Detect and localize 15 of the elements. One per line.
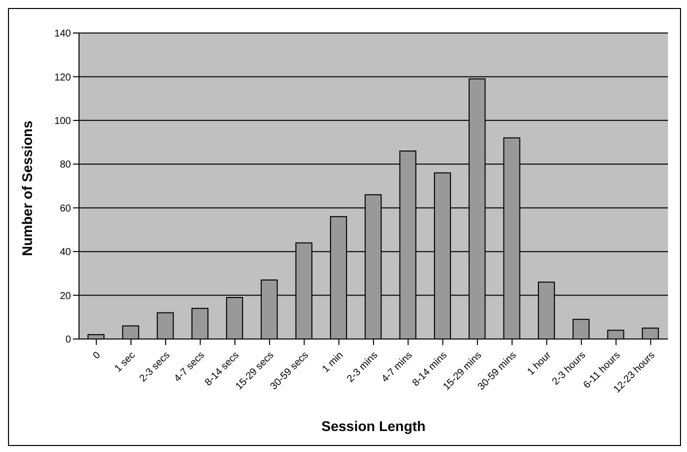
x-tick-label: 1 sec <box>112 350 138 375</box>
y-tick-label: 40 <box>60 247 72 258</box>
y-tick-label: 100 <box>54 116 72 127</box>
x-tick-label: 1 hour <box>526 349 554 378</box>
x-tick-label: 2-3 secs <box>138 350 172 384</box>
x-axis-title: Session Length <box>321 418 426 434</box>
y-tick-label: 80 <box>60 160 72 171</box>
x-tick-label: 1 min <box>320 350 346 375</box>
y-tick-label: 60 <box>60 203 72 214</box>
y-axis-title: Number of Sessions <box>18 120 35 256</box>
y-tick-label: 0 <box>65 334 72 346</box>
x-tick-label: 0 <box>91 350 104 362</box>
y-tick-label: 120 <box>54 72 72 84</box>
y-tick-label: 140 <box>54 28 72 40</box>
y-tick-label: 20 <box>60 290 72 302</box>
